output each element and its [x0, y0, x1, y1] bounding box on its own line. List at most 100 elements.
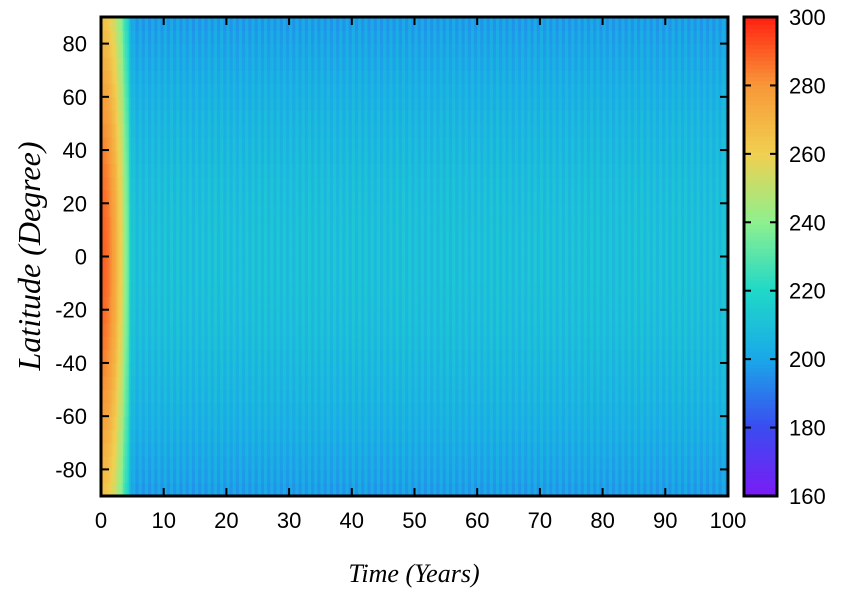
heatmap-cell [176, 456, 179, 470]
heatmap-cell [212, 30, 215, 45]
heatmap-cell [132, 429, 135, 444]
heatmap-cell [198, 482, 201, 496]
heatmap-cell [130, 269, 133, 284]
heatmap-cell [129, 176, 132, 191]
heatmap-cell [195, 83, 198, 98]
heatmap-cell [105, 296, 108, 311]
heatmap-cell [196, 123, 199, 138]
heatmap-cell [209, 70, 212, 85]
heatmap-cell [191, 123, 195, 138]
heatmap-cell [210, 30, 213, 45]
heatmap-cell [130, 216, 133, 231]
heatmap-cell [159, 269, 162, 284]
heatmap-cell [166, 110, 169, 125]
heatmap-cell [148, 376, 151, 391]
heatmap-cell [177, 456, 180, 470]
heatmap-cell [132, 216, 135, 231]
heatmap-cell [138, 323, 141, 337]
heatmap-cell [169, 203, 173, 218]
heatmap-cell [201, 30, 204, 45]
heatmap-cell [166, 442, 169, 457]
heatmap-cell [229, 96, 232, 111]
heatmap-cell [138, 482, 141, 496]
heatmap-cell [104, 203, 107, 218]
heatmap-cell [174, 283, 177, 298]
heatmap-cell [118, 323, 121, 337]
heatmap-cell [234, 456, 237, 470]
heatmap-cell [171, 216, 174, 231]
heatmap-cell [162, 296, 165, 311]
heatmap-cell [166, 229, 169, 244]
heatmap-cell [174, 123, 177, 138]
heatmap-cell [143, 229, 146, 244]
heatmap-cell [138, 110, 141, 125]
heatmap-cell [202, 56, 206, 71]
heatmap-cell [185, 17, 188, 31]
heatmap-cell [184, 56, 187, 71]
heatmap-cell [129, 389, 132, 404]
heatmap-cell [127, 323, 130, 337]
heatmap-cell [209, 216, 212, 231]
heatmap-cell [144, 402, 148, 417]
heatmap-cell [231, 429, 234, 444]
heatmap-cell [159, 43, 162, 58]
heatmap-cell [119, 176, 122, 191]
heatmap-cell [185, 123, 188, 138]
heatmap-cell [149, 323, 152, 337]
heatmap-cell [201, 150, 204, 164]
heatmap-cell [133, 296, 137, 311]
heatmap-cell [126, 163, 129, 178]
heatmap-cell [132, 83, 135, 98]
heatmap-cell [202, 349, 206, 364]
heatmap-cell [190, 43, 193, 58]
heatmap-cell [143, 349, 146, 364]
heatmap-cell [121, 376, 124, 391]
heatmap-cell [209, 176, 212, 191]
heatmap-cell [202, 416, 206, 431]
heatmap-cell [135, 110, 138, 125]
heatmap-cell [154, 83, 157, 98]
heatmap-cell [130, 442, 133, 457]
heatmap-cell [122, 30, 126, 45]
heatmap-cell [108, 362, 112, 377]
heatmap-cell [195, 362, 198, 377]
heatmap-cell [154, 56, 157, 71]
heatmap-cell [130, 283, 133, 298]
heatmap-cell [135, 469, 138, 484]
heatmap-cell [160, 269, 163, 284]
heatmap-cell [110, 256, 113, 271]
heatmap-cell [221, 482, 224, 496]
heatmap-cell [204, 349, 207, 364]
heatmap-cell [163, 123, 166, 138]
heatmap-cell [187, 136, 190, 151]
heatmap-cell [191, 150, 195, 164]
heatmap-cell [174, 389, 177, 404]
heatmap-cell [110, 389, 113, 404]
heatmap-cell [129, 376, 132, 391]
heatmap-cell [231, 376, 234, 391]
heatmap-cell [223, 150, 226, 164]
heatmap-cell [191, 349, 195, 364]
heatmap-cell [190, 123, 193, 138]
heatmap-cell [185, 349, 188, 364]
heatmap-cell [176, 336, 179, 351]
heatmap-cell [190, 283, 193, 298]
heatmap-cell [111, 30, 115, 45]
heatmap-cell [133, 376, 137, 391]
heatmap-cell [190, 269, 193, 284]
heatmap-cell [104, 323, 107, 337]
heatmap-cell [149, 83, 152, 98]
heatmap-cell [220, 150, 223, 164]
heatmap-cell [138, 123, 141, 138]
heatmap-cell [111, 402, 115, 417]
heatmap-cell [213, 349, 217, 364]
heatmap-cell [235, 163, 238, 178]
heatmap-cell [177, 442, 180, 457]
heatmap-cell [115, 256, 118, 271]
heatmap-cell [165, 110, 168, 125]
heatmap-cell [235, 70, 238, 85]
heatmap-cell [110, 229, 113, 244]
heatmap-cell [174, 243, 177, 258]
heatmap-cell [204, 469, 207, 484]
heatmap-cell [111, 110, 115, 125]
